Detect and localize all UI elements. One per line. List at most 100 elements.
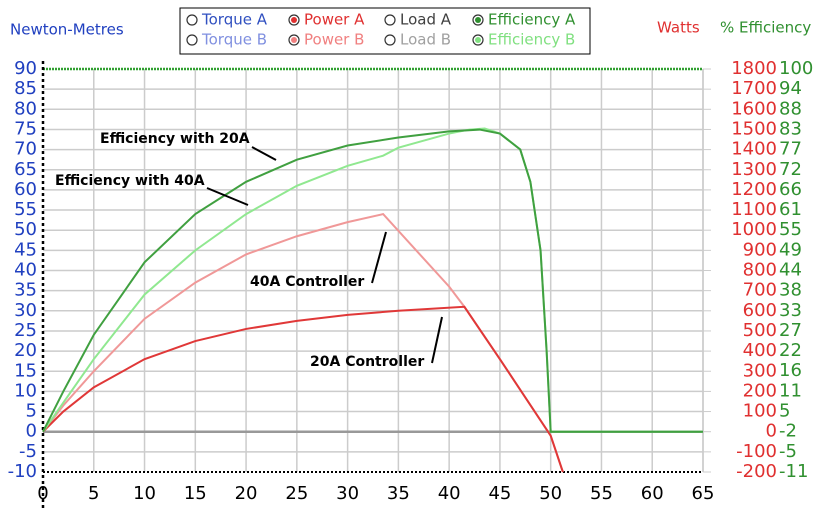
y2-tick-label: 1700: [731, 78, 777, 99]
y-tick-label: 65: [14, 159, 37, 180]
legend-radio[interactable]: [384, 14, 396, 26]
y2-tick-label: 1100: [731, 199, 777, 220]
legend-item[interactable]: Power A: [288, 11, 365, 29]
y-tick-label: 15: [14, 360, 37, 381]
legend-radio-dot[interactable]: [475, 17, 481, 23]
legend-box: [179, 7, 591, 55]
y2-tick-label: 900: [743, 239, 777, 260]
y-tick-label: 80: [14, 98, 37, 119]
legend-radio[interactable]: [384, 34, 396, 46]
legend-item[interactable]: Efficiency B: [472, 31, 575, 49]
y3-tick-label: 88: [779, 98, 802, 119]
y3-tick-label: 66: [779, 179, 802, 200]
y3-tick-label: 49: [779, 239, 802, 260]
x-tick-label: 45: [488, 483, 511, 504]
y-tick-label: 20: [14, 340, 37, 361]
y-tick-label: 55: [14, 199, 37, 220]
legend-radio-dot[interactable]: [475, 37, 481, 43]
y3-tick-label: 27: [779, 320, 802, 341]
y2-tick-label: 800: [743, 260, 777, 281]
y3-tick-label: 16: [779, 360, 802, 381]
y-tick-label: 75: [14, 118, 37, 139]
y2-tick-label: 1000: [731, 219, 777, 240]
legend-radio[interactable]: [186, 14, 198, 26]
y2-tick-label: 1600: [731, 98, 777, 119]
y3-tick-label: 61: [779, 199, 802, 220]
x-tick-label: 35: [387, 483, 410, 504]
legend-label[interactable]: Torque B: [201, 31, 267, 49]
y2-tick-label: 100: [743, 401, 777, 422]
grid: [41, 61, 711, 510]
legend-item[interactable]: Power B: [288, 31, 364, 49]
y2-tick-label: 200: [743, 380, 777, 401]
y-tick-label: 90: [14, 58, 37, 79]
y3-tick-label: -2: [779, 421, 797, 442]
legend-radio[interactable]: [186, 34, 198, 46]
y-tick-label: 10: [14, 380, 37, 401]
y-tick-label: 5: [26, 401, 37, 422]
legend-label[interactable]: Efficiency B: [488, 31, 575, 49]
y3-tick-label: 22: [779, 340, 802, 361]
y3-tick-label: -5: [779, 441, 797, 462]
x-tick-label: 0: [37, 483, 48, 504]
y-tick-label: 0: [26, 421, 37, 442]
y-tick-label: 30: [14, 300, 37, 321]
y-tick-label: 70: [14, 139, 37, 160]
annotation-pointers: [206, 146, 443, 364]
y-axis-label: Newton-Metres: [10, 21, 124, 39]
annotation: Efficiency with 20A: [100, 131, 250, 147]
legend-item[interactable]: Load A: [384, 11, 452, 29]
legend-item[interactable]: Torque B: [186, 31, 267, 49]
legend-label[interactable]: Torque A: [201, 11, 268, 29]
y2-tick-label: 1200: [731, 179, 777, 200]
plot: [42, 127, 703, 473]
legend-radio-dot[interactable]: [291, 17, 297, 23]
legend-item[interactable]: Load B: [384, 31, 451, 49]
x-tick-label: 65: [692, 483, 715, 504]
x-tick-label: 15: [184, 483, 207, 504]
y2-tick-label: 300: [743, 360, 777, 381]
legend-label[interactable]: Power B: [304, 31, 364, 49]
y2-axis-label: Watts: [657, 19, 700, 37]
x-tick-label: 25: [285, 483, 308, 504]
y3-tick-label: 77: [779, 139, 802, 160]
y3-tick-label: 11: [779, 380, 802, 401]
legend-item[interactable]: Efficiency A: [472, 11, 576, 29]
y3-tick-label: 94: [779, 78, 802, 99]
x-tick-label: 55: [590, 483, 613, 504]
x-tick-label: 40: [438, 483, 461, 504]
annotation: 40A Controller: [250, 274, 364, 290]
x-tick-label: 20: [235, 483, 258, 504]
legend-item[interactable]: Torque A: [186, 11, 268, 29]
y2-tick-label: 1400: [731, 139, 777, 160]
y-tick-label: 85: [14, 78, 37, 99]
y3-tick-label: 72: [779, 159, 802, 180]
legend-label[interactable]: Power A: [304, 11, 365, 29]
y2-tick-label: 1300: [731, 159, 777, 180]
y3-tick-label: -11: [779, 461, 808, 482]
legend-label[interactable]: Load B: [400, 31, 451, 49]
annotation: 20A Controller: [310, 354, 424, 370]
y2-tick-label: 1500: [731, 118, 777, 139]
legend-label[interactable]: Load A: [400, 11, 452, 29]
y2-tick-label: 400: [743, 340, 777, 361]
legend-radio-dot[interactable]: [291, 37, 297, 43]
y3-tick-label: 33: [779, 300, 802, 321]
y3-tick-label: 100: [779, 58, 813, 79]
y-tick-label: -10: [8, 461, 37, 482]
pointer: [206, 187, 249, 206]
pointer: [371, 231, 387, 284]
y-tick-label: 50: [14, 219, 37, 240]
x-tick-label: 60: [641, 483, 664, 504]
y2-tick-label: 1800: [731, 58, 777, 79]
y-tick-label: 40: [14, 260, 37, 281]
series-line: [42, 128, 703, 433]
y2-tick-label: 600: [743, 300, 777, 321]
y3-tick-label: 44: [779, 260, 802, 281]
y3-axis-label: % Efficiency: [720, 19, 811, 37]
legend-label[interactable]: Efficiency A: [488, 11, 576, 29]
y2-tick-label: -100: [736, 441, 777, 462]
x-tick-label: 50: [539, 483, 562, 504]
y-tick-label: 45: [14, 239, 37, 260]
